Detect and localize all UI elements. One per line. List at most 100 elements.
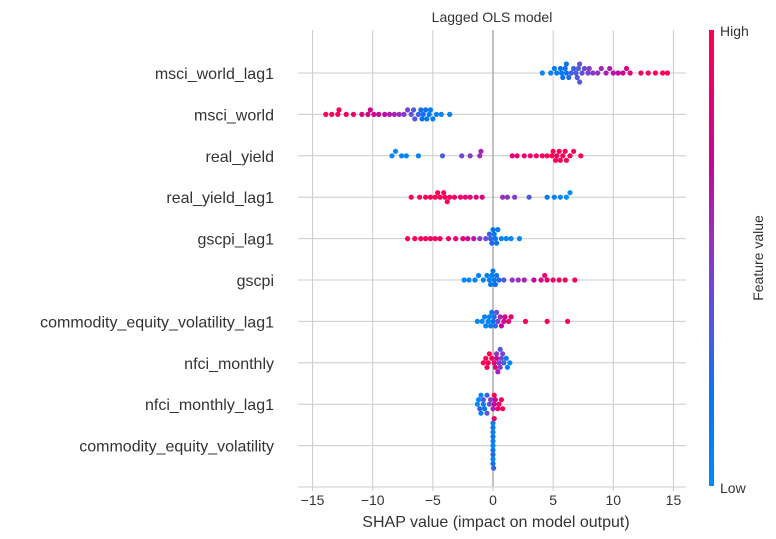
shap-point: [487, 323, 494, 329]
shap-point: [403, 153, 409, 159]
shap-point: [544, 277, 550, 283]
shap-point: [437, 236, 443, 242]
shap-point: [494, 309, 500, 315]
shap-point: [497, 314, 503, 320]
shap-point: [595, 70, 601, 76]
shap-point: [483, 323, 489, 329]
shap-point: [467, 194, 473, 200]
shap-point: [563, 157, 569, 163]
shap-point: [562, 65, 568, 72]
shap-point: [480, 401, 486, 407]
shap-point: [451, 194, 458, 200]
shap-point: [490, 429, 496, 435]
shap-point: [551, 194, 557, 200]
shap-point: [335, 111, 341, 117]
x-tick-label: −5: [425, 492, 441, 508]
shap-point: [479, 318, 485, 324]
shap-point: [420, 111, 426, 117]
shap-point: [490, 452, 496, 458]
shap-point: [554, 70, 560, 76]
shap-point: [415, 111, 422, 117]
shap-point: [480, 360, 486, 366]
shap-point: [498, 355, 505, 361]
shap-point: [491, 360, 497, 366]
shap-point: [548, 70, 554, 76]
shap-point: [467, 153, 473, 159]
shap-point: [412, 116, 418, 122]
shap-point: [586, 65, 592, 72]
shap-point: [590, 70, 596, 76]
shap-point: [376, 111, 382, 117]
shap-point: [538, 277, 544, 283]
shap-point: [484, 392, 490, 398]
shap-point: [531, 277, 537, 283]
shap-point: [571, 148, 577, 154]
shap-point: [542, 272, 548, 279]
shap-point: [479, 194, 485, 200]
shap-point: [503, 355, 509, 361]
shap-point: [329, 111, 335, 117]
shap-point: [623, 65, 630, 72]
shap-point: [423, 236, 429, 242]
shap-point: [563, 70, 569, 76]
shap-point: [466, 277, 472, 283]
shap-point: [438, 111, 444, 117]
shap-point: [484, 272, 490, 279]
shap-point: [478, 410, 484, 416]
shap-point: [660, 70, 666, 76]
feature-label: real_yield: [206, 149, 274, 166]
shap-point: [512, 194, 518, 200]
shap-point: [336, 107, 342, 113]
shap-point: [556, 148, 562, 154]
x-tick-label: 15: [666, 492, 682, 508]
shap-point: [579, 70, 585, 76]
shap-point: [427, 107, 434, 113]
shap-point: [577, 79, 583, 85]
shap-point: [408, 111, 414, 117]
shap-point: [323, 111, 329, 117]
x-tick-label: 0: [489, 492, 497, 508]
shap-point: [598, 65, 604, 72]
x-tick-label: −15: [301, 492, 325, 508]
shap-point: [365, 111, 371, 117]
colorbar-low-label: Low: [720, 480, 747, 496]
shap-point: [496, 277, 502, 283]
shap-point: [492, 236, 499, 242]
shap-point: [515, 277, 521, 283]
feature-label: real_yield_lag1: [166, 190, 274, 207]
shap-point: [491, 416, 497, 422]
shap-point: [430, 116, 436, 122]
shap-point: [507, 360, 513, 366]
shap-point: [389, 153, 395, 159]
shap-point: [567, 153, 573, 159]
shap-point: [490, 443, 496, 449]
feature-label: msci_world_lag1: [155, 66, 274, 83]
shap-point: [408, 194, 414, 200]
shap-point: [564, 318, 571, 324]
shap-point: [359, 111, 365, 117]
shap-point: [433, 111, 440, 117]
shap-point: [471, 236, 477, 242]
shap-point: [572, 277, 578, 283]
shap-point: [527, 153, 533, 159]
shap-point: [412, 236, 418, 242]
shap-point: [487, 397, 494, 403]
shap-point: [567, 190, 573, 196]
shap-point: [568, 70, 574, 76]
shap-point: [560, 153, 566, 159]
shap-point: [396, 111, 402, 117]
shap-point: [490, 447, 496, 453]
shap-point: [490, 438, 496, 444]
shap-point: [645, 70, 651, 76]
shap-point: [483, 355, 489, 361]
shap-point: [502, 314, 508, 320]
shap-point: [486, 401, 492, 407]
shap-point: [550, 277, 556, 283]
feature-label: nfci_monthly_lag1: [145, 397, 274, 414]
shap-point: [492, 281, 499, 288]
shap-point: [500, 406, 506, 412]
shap-point: [489, 309, 495, 315]
shap-point: [442, 194, 448, 200]
shap-point: [533, 153, 539, 159]
